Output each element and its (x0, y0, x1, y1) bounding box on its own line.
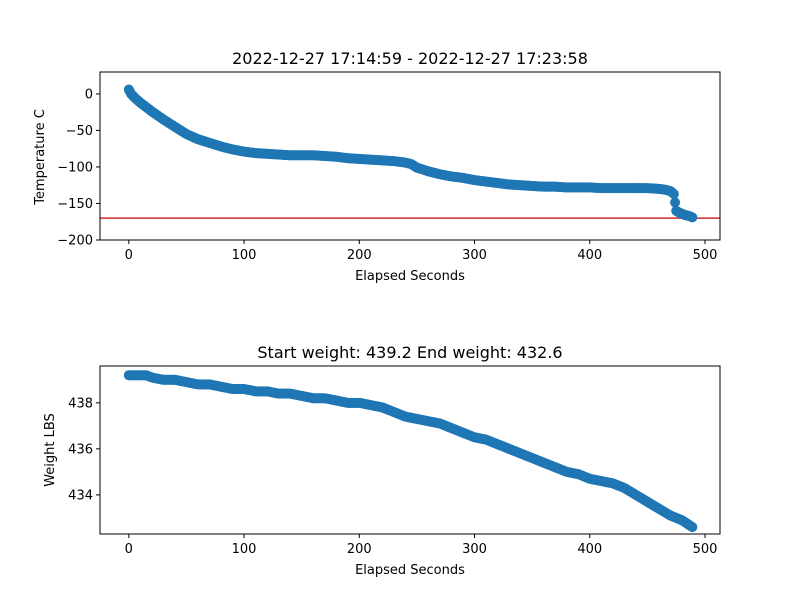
temperature-x-tick-label: 400 (577, 248, 602, 263)
temperature-plot-frame (99, 71, 721, 241)
temperature-x-tick-label: 500 (693, 248, 718, 263)
temperature-x-tick-label: 200 (347, 248, 372, 263)
weight-y-tick-label: 438 (68, 396, 93, 411)
temperature-y-tick-label: −150 (57, 197, 93, 212)
weight-plot-frame (99, 365, 721, 535)
weight-y-tick-label: 436 (68, 442, 93, 457)
temperature-chart-title: 2022-12-27 17:14:59 - 2022-12-27 17:23:5… (232, 49, 588, 68)
weight-axis-ticks: 0 100 200 300 400 500 434 436 438 (68, 396, 717, 557)
weight-x-tick-label: 500 (693, 542, 718, 557)
temperature-data-points (123, 84, 698, 223)
temperature-data-point (670, 197, 681, 208)
weight-data-point (687, 522, 698, 533)
weight-x-tick-label: 100 (232, 542, 257, 557)
temperature-data-point (668, 188, 679, 199)
temperature-x-tick-label: 0 (125, 248, 133, 263)
weight-subplot: Start weight: 439.2 End weight: 432.6 El… (43, 343, 721, 578)
temperature-y-tick-label: −50 (66, 124, 93, 139)
temperature-x-tick-label: 100 (232, 248, 257, 263)
weight-x-axis-label: Elapsed Seconds (355, 563, 465, 578)
temperature-y-tick-label: −100 (57, 160, 93, 175)
temperature-y-tick-label: −200 (57, 234, 93, 249)
weight-y-tick-label: 434 (68, 488, 93, 503)
weight-y-axis-label: Weight LBS (43, 413, 58, 487)
weight-data-points (123, 370, 698, 533)
temperature-subplot: 2022-12-27 17:14:59 - 2022-12-27 17:23:5… (33, 49, 721, 284)
temperature-y-tick-label: 0 (85, 87, 93, 102)
weight-x-tick-label: 0 (125, 542, 133, 557)
temperature-axis-ticks: 0 100 200 300 400 500 0 −50 −100 −150 −200 (57, 87, 717, 263)
weight-x-tick-label: 200 (347, 542, 372, 557)
temperature-y-axis-label: Temperature C (33, 109, 48, 206)
weight-chart-title: Start weight: 439.2 End weight: 432.6 (257, 343, 562, 362)
weight-x-tick-label: 400 (577, 542, 602, 557)
temperature-data-point (687, 212, 698, 223)
temperature-x-axis-label: Elapsed Seconds (355, 269, 465, 284)
weight-x-tick-label: 300 (462, 542, 487, 557)
temperature-x-tick-label: 300 (462, 248, 487, 263)
